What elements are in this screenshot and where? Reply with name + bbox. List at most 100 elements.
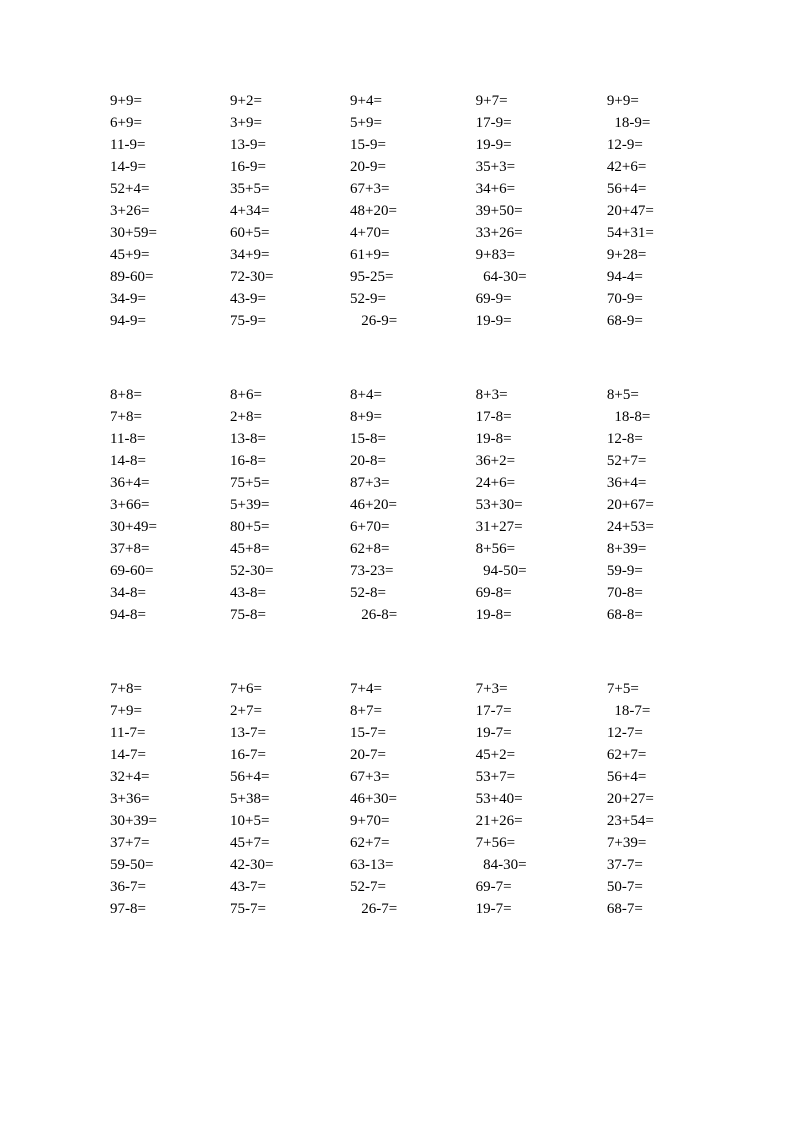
problem-row: 11-8=13-8=15-8=19-8=12-8= bbox=[110, 428, 710, 450]
problem-cell: 50-7= bbox=[607, 876, 710, 898]
problem-cell: 15-8= bbox=[350, 428, 476, 450]
problem-row: 14-9=16-9=20-9=35+3=42+6= bbox=[110, 156, 710, 178]
problem-row: 89-60=72-30=95-25= 64-30=94-4= bbox=[110, 266, 710, 288]
problem-cell: 45+7= bbox=[230, 832, 350, 854]
problem-cell: 18-7= bbox=[607, 700, 710, 722]
problem-cell: 8+39= bbox=[607, 538, 710, 560]
problem-cell: 37-7= bbox=[607, 854, 710, 876]
problem-cell: 68-9= bbox=[607, 310, 710, 332]
problem-cell: 59-50= bbox=[110, 854, 230, 876]
problem-cell: 30+59= bbox=[110, 222, 230, 244]
problem-row: 97-8=75-7= 26-7=19-7=68-7= bbox=[110, 898, 710, 920]
problem-cell: 16-7= bbox=[230, 744, 350, 766]
problem-row: 11-7=13-7=15-7=19-7=12-7= bbox=[110, 722, 710, 744]
problem-cell: 14-9= bbox=[110, 156, 230, 178]
problem-cell: 10+5= bbox=[230, 810, 350, 832]
problem-block: 9+9=9+2=9+4=9+7=9+9=6+9=3+9=5+9=17-9= 18… bbox=[110, 90, 710, 332]
problem-cell: 3+9= bbox=[230, 112, 350, 134]
problem-cell: 14-7= bbox=[110, 744, 230, 766]
problem-cell: 8+9= bbox=[350, 406, 476, 428]
problem-cell: 72-30= bbox=[230, 266, 350, 288]
problem-cell: 61+9= bbox=[350, 244, 476, 266]
problem-cell: 20+47= bbox=[607, 200, 710, 222]
problem-block: 7+8=7+6=7+4=7+3=7+5=7+9=2+7=8+7=17-7= 18… bbox=[110, 678, 710, 920]
problem-cell: 11-9= bbox=[110, 134, 230, 156]
problem-cell: 35+5= bbox=[230, 178, 350, 200]
problem-cell: 94-4= bbox=[607, 266, 710, 288]
problem-cell: 94-50= bbox=[476, 560, 607, 582]
problem-cell: 69-9= bbox=[476, 288, 607, 310]
problem-cell: 16-9= bbox=[230, 156, 350, 178]
problem-cell: 75-8= bbox=[230, 604, 350, 626]
problem-row: 11-9=13-9=15-9=19-9=12-9= bbox=[110, 134, 710, 156]
problem-row: 3+36=5+38=46+30=53+40=20+27= bbox=[110, 788, 710, 810]
problem-cell: 30+49= bbox=[110, 516, 230, 538]
problem-cell: 67+3= bbox=[350, 178, 476, 200]
problem-cell: 9+9= bbox=[110, 90, 230, 112]
problem-row: 37+7=45+7=62+7=7+56=7+39= bbox=[110, 832, 710, 854]
problem-cell: 75-7= bbox=[230, 898, 350, 920]
problem-cell: 21+26= bbox=[476, 810, 607, 832]
problem-cell: 70-8= bbox=[607, 582, 710, 604]
problem-cell: 9+2= bbox=[230, 90, 350, 112]
problem-cell: 15-7= bbox=[350, 722, 476, 744]
problem-cell: 19-9= bbox=[476, 310, 607, 332]
problem-cell: 9+70= bbox=[350, 810, 476, 832]
problem-row: 52+4=35+5=67+3=34+6=56+4= bbox=[110, 178, 710, 200]
problem-cell: 36+4= bbox=[110, 472, 230, 494]
problem-cell: 12-9= bbox=[607, 134, 710, 156]
problem-cell: 13-7= bbox=[230, 722, 350, 744]
problem-cell: 37+7= bbox=[110, 832, 230, 854]
problem-cell: 30+39= bbox=[110, 810, 230, 832]
problem-cell: 20-7= bbox=[350, 744, 476, 766]
problem-cell: 7+3= bbox=[476, 678, 607, 700]
problem-cell: 33+26= bbox=[476, 222, 607, 244]
problem-cell: 68-7= bbox=[607, 898, 710, 920]
problem-cell: 19-9= bbox=[476, 134, 607, 156]
problem-cell: 17-8= bbox=[476, 406, 607, 428]
problem-cell: 19-7= bbox=[476, 722, 607, 744]
problem-cell: 34+6= bbox=[476, 178, 607, 200]
problem-row: 9+9=9+2=9+4=9+7=9+9= bbox=[110, 90, 710, 112]
problem-cell: 32+4= bbox=[110, 766, 230, 788]
problem-cell: 26-8= bbox=[350, 604, 476, 626]
problem-cell: 73-23= bbox=[350, 560, 476, 582]
problem-cell: 62+7= bbox=[607, 744, 710, 766]
problem-cell: 24+53= bbox=[607, 516, 710, 538]
problem-cell: 52-9= bbox=[350, 288, 476, 310]
problem-cell: 36+2= bbox=[476, 450, 607, 472]
problem-cell: 75-9= bbox=[230, 310, 350, 332]
problem-cell: 7+9= bbox=[110, 700, 230, 722]
problem-row: 30+39=10+5=9+70=21+26=23+54= bbox=[110, 810, 710, 832]
problem-row: 7+9=2+7=8+7=17-7= 18-7= bbox=[110, 700, 710, 722]
problem-cell: 69-7= bbox=[476, 876, 607, 898]
problem-cell: 69-8= bbox=[476, 582, 607, 604]
problem-cell: 39+50= bbox=[476, 200, 607, 222]
problem-cell: 48+20= bbox=[350, 200, 476, 222]
problem-cell: 8+6= bbox=[230, 384, 350, 406]
problem-cell: 37+8= bbox=[110, 538, 230, 560]
problem-cell: 52+4= bbox=[110, 178, 230, 200]
problem-cell: 8+3= bbox=[476, 384, 607, 406]
problem-cell: 62+8= bbox=[350, 538, 476, 560]
problem-block: 8+8=8+6=8+4=8+3=8+5=7+8=2+8=8+9=17-8= 18… bbox=[110, 384, 710, 626]
problem-cell: 4+70= bbox=[350, 222, 476, 244]
problem-cell: 7+56= bbox=[476, 832, 607, 854]
problem-cell: 9+7= bbox=[476, 90, 607, 112]
problem-cell: 18-8= bbox=[607, 406, 710, 428]
problem-cell: 9+28= bbox=[607, 244, 710, 266]
problem-cell: 59-9= bbox=[607, 560, 710, 582]
problem-cell: 26-7= bbox=[350, 898, 476, 920]
problem-cell: 13-9= bbox=[230, 134, 350, 156]
problem-cell: 9+9= bbox=[607, 90, 710, 112]
problem-cell: 17-9= bbox=[476, 112, 607, 134]
problem-cell: 75+5= bbox=[230, 472, 350, 494]
problem-cell: 5+38= bbox=[230, 788, 350, 810]
problem-cell: 34+9= bbox=[230, 244, 350, 266]
problem-cell: 64-30= bbox=[476, 266, 607, 288]
problem-row: 30+59=60+5=4+70=33+26=54+31= bbox=[110, 222, 710, 244]
problem-cell: 7+6= bbox=[230, 678, 350, 700]
problem-cell: 12-7= bbox=[607, 722, 710, 744]
problem-cell: 8+8= bbox=[110, 384, 230, 406]
problem-row: 94-9=75-9= 26-9=19-9=68-9= bbox=[110, 310, 710, 332]
